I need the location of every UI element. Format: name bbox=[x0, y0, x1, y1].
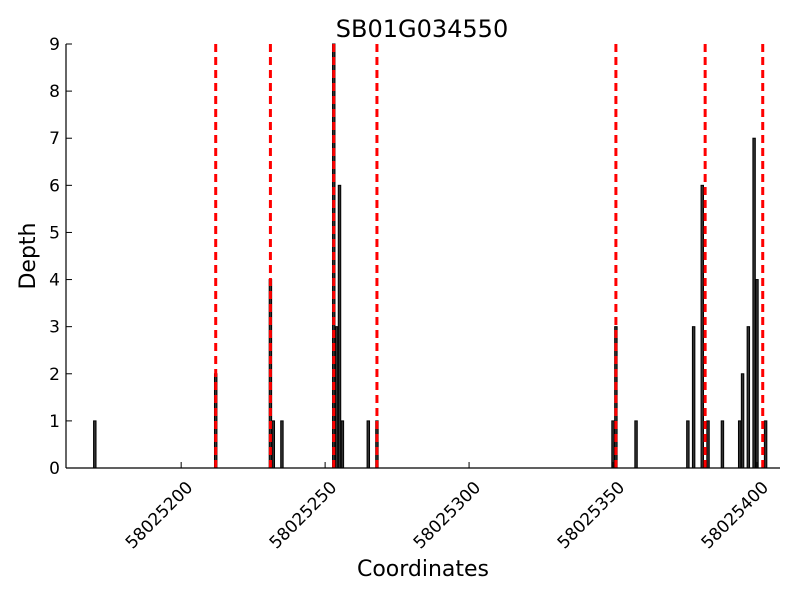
depth-bar bbox=[691, 326, 696, 469]
y-tick-label: 3 bbox=[49, 318, 60, 338]
y-tick-label: 7 bbox=[49, 129, 60, 149]
depth-bar bbox=[755, 279, 759, 469]
y-tick-label: 0 bbox=[49, 459, 60, 479]
depth-bar bbox=[737, 420, 742, 469]
depth-bar bbox=[763, 420, 768, 469]
depth-bar bbox=[752, 137, 756, 469]
x-tick-label: 58025400 bbox=[698, 478, 773, 553]
x-ticks: 58025200 58025250 58025300 58025350 58025400 bbox=[122, 462, 773, 553]
axes-layer bbox=[65, 44, 780, 469]
depth-bar bbox=[271, 420, 276, 469]
depth-bar bbox=[686, 420, 690, 469]
depth-bar bbox=[706, 420, 710, 469]
depth-bar bbox=[366, 420, 371, 469]
depth-bar bbox=[280, 420, 284, 469]
depth-bar bbox=[746, 326, 751, 469]
bars-layer bbox=[93, 43, 768, 469]
x-tick-label: 58025200 bbox=[122, 478, 197, 553]
chart-title: SB01G034550 bbox=[336, 15, 508, 43]
depth-bar bbox=[611, 420, 615, 469]
depth-bar bbox=[720, 420, 725, 469]
y-tick-label: 4 bbox=[49, 271, 60, 291]
y-ticks: 0 1 2 3 4 5 6 7 8 9 bbox=[49, 35, 72, 479]
x-axis-label: Coordinates bbox=[357, 557, 489, 582]
depth-bar bbox=[334, 326, 339, 469]
depth-bar bbox=[700, 184, 704, 469]
x-tick-label: 58025350 bbox=[554, 478, 629, 553]
depth-bar bbox=[740, 373, 745, 469]
vlines-layer bbox=[214, 44, 765, 468]
depth-bar bbox=[340, 420, 345, 469]
x-tick-label: 58025250 bbox=[266, 478, 341, 553]
y-tick-label: 5 bbox=[49, 223, 60, 243]
y-tick-label: 1 bbox=[49, 412, 60, 432]
depth-bar bbox=[337, 184, 342, 469]
depth-bar bbox=[93, 420, 97, 469]
y-tick-label: 8 bbox=[49, 82, 60, 102]
y-axis-label: Depth bbox=[16, 222, 41, 289]
y-tick-label: 2 bbox=[49, 365, 60, 385]
y-tick-label: 6 bbox=[49, 176, 60, 196]
depth-bar bbox=[634, 420, 638, 469]
y-tick-label: 9 bbox=[49, 35, 60, 55]
x-tick-label: 58025300 bbox=[410, 478, 485, 553]
